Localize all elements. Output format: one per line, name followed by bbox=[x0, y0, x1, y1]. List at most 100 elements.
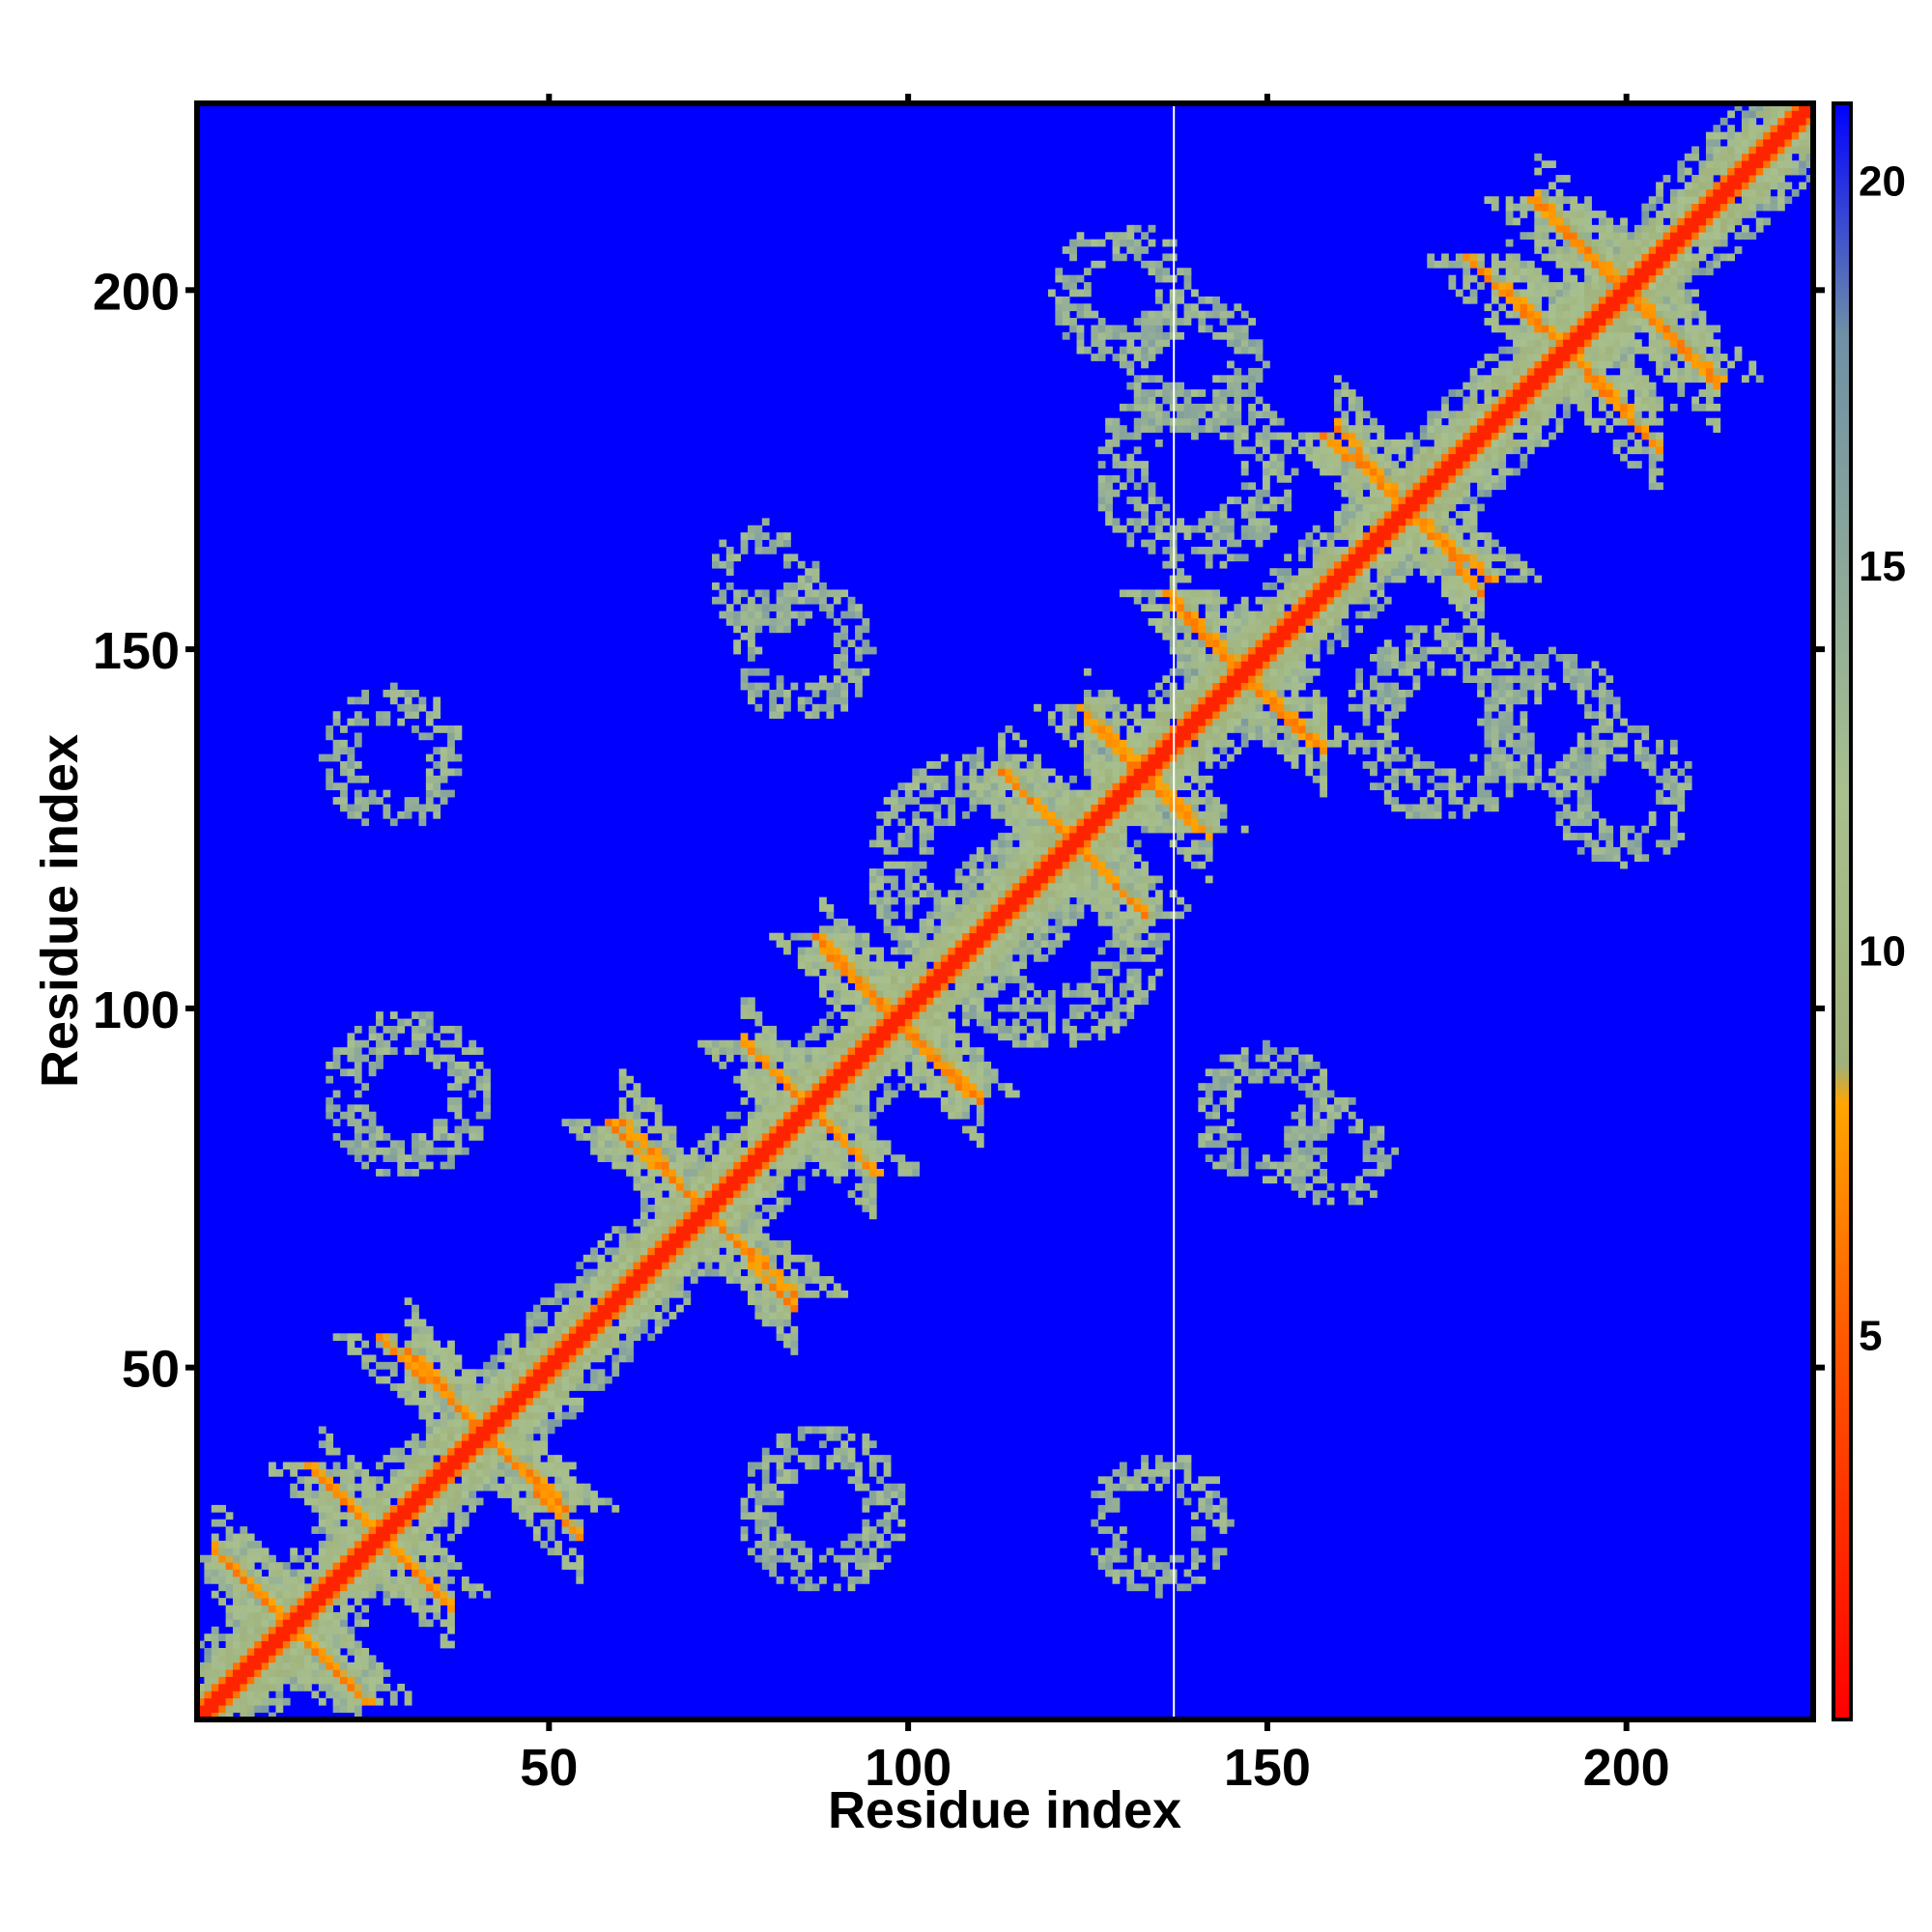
heatmap-cell bbox=[883, 1140, 892, 1149]
heatmap-cell bbox=[725, 1161, 734, 1170]
heatmap-cell bbox=[483, 1083, 491, 1091]
heatmap-cell bbox=[447, 1419, 455, 1427]
heatmap-cell bbox=[639, 1297, 648, 1306]
heatmap-cell bbox=[826, 1426, 835, 1435]
heatmap-cell bbox=[340, 1497, 348, 1506]
heatmap-cell bbox=[1062, 718, 1070, 726]
heatmap-cell bbox=[776, 1476, 784, 1485]
heatmap-cell bbox=[776, 539, 784, 548]
heatmap-cell bbox=[912, 1054, 921, 1063]
heatmap-cell bbox=[833, 1047, 841, 1055]
heatmap-cell bbox=[433, 1497, 441, 1506]
heatmap-cell bbox=[811, 1111, 820, 1120]
heatmap-cell bbox=[962, 775, 970, 783]
heatmap-cell bbox=[790, 1119, 799, 1126]
heatmap-cell bbox=[532, 1312, 541, 1320]
heatmap-cell bbox=[611, 1125, 620, 1134]
heatmap-cell bbox=[675, 1211, 684, 1220]
heatmap-cell bbox=[290, 1576, 298, 1584]
heatmap-cell bbox=[1076, 804, 1085, 812]
heatmap-cell bbox=[454, 1096, 463, 1105]
heatmap-cell bbox=[912, 1047, 921, 1055]
heatmap-cell bbox=[368, 1512, 377, 1520]
heatmap-cell bbox=[304, 1598, 312, 1605]
heatmap-cell bbox=[711, 1211, 720, 1220]
heatmap-cell bbox=[340, 1540, 348, 1548]
heatmap-cell bbox=[954, 997, 963, 1006]
heatmap-cell bbox=[769, 1519, 778, 1527]
heatmap-cell bbox=[748, 1147, 755, 1155]
heatmap-cell bbox=[347, 810, 355, 819]
heatmap-cell bbox=[425, 1147, 434, 1155]
heatmap-cell bbox=[1112, 246, 1121, 254]
heatmap-cell bbox=[240, 1619, 248, 1628]
heatmap-cell bbox=[811, 1090, 820, 1098]
heatmap-cell bbox=[826, 1433, 835, 1441]
heatmap-cell bbox=[883, 1047, 892, 1055]
heatmap-cell bbox=[368, 1548, 377, 1556]
heatmap-cell bbox=[554, 1491, 562, 1498]
heatmap-cell bbox=[1083, 1004, 1092, 1012]
heatmap-cell bbox=[225, 1690, 234, 1699]
heatmap-cell bbox=[1141, 997, 1149, 1006]
heatmap-cell bbox=[326, 1576, 334, 1584]
heatmap-cell bbox=[290, 1468, 298, 1477]
heatmap-cell bbox=[826, 1054, 835, 1063]
heatmap-cell bbox=[1062, 274, 1070, 283]
heatmap-cell bbox=[748, 1218, 755, 1227]
heatmap-cell bbox=[675, 1190, 684, 1198]
heatmap-cell bbox=[389, 1540, 398, 1548]
heatmap-cell bbox=[1091, 725, 1099, 733]
heatmap-cell bbox=[840, 1169, 849, 1177]
heatmap-cell bbox=[904, 839, 913, 848]
heatmap-cell bbox=[797, 1090, 806, 1098]
heatmap-cell bbox=[668, 1276, 677, 1284]
heatmap-cell bbox=[719, 539, 727, 548]
heatmap-cell bbox=[326, 1075, 334, 1084]
heatmap-cell bbox=[754, 1132, 763, 1141]
heatmap-cell bbox=[769, 1312, 778, 1320]
heatmap-cell bbox=[618, 1340, 627, 1349]
heatmap-cell bbox=[904, 904, 913, 912]
heatmap-cell bbox=[626, 1276, 634, 1284]
heatmap-cell bbox=[897, 833, 906, 840]
heatmap-cell bbox=[1126, 904, 1135, 912]
heatmap-cell bbox=[1148, 482, 1156, 491]
heatmap-cell bbox=[954, 868, 963, 876]
heatmap-cell bbox=[1141, 325, 1149, 333]
heatmap-cell bbox=[554, 1390, 562, 1399]
heatmap-cell bbox=[740, 1096, 749, 1105]
heatmap-cell bbox=[1076, 1004, 1085, 1012]
heatmap-cell bbox=[790, 1476, 799, 1485]
heatmap-cell bbox=[962, 1125, 970, 1134]
heatmap-cell bbox=[826, 690, 835, 697]
heatmap-cell bbox=[1112, 518, 1121, 526]
heatmap-cell bbox=[733, 639, 741, 647]
heatmap-cell bbox=[776, 1054, 784, 1063]
heatmap-cell bbox=[647, 1240, 656, 1248]
heatmap-cell bbox=[497, 1348, 505, 1355]
heatmap-cell bbox=[1148, 525, 1156, 533]
heatmap-cell bbox=[654, 1125, 663, 1134]
heatmap-cell bbox=[783, 1140, 791, 1149]
heatmap-cell bbox=[1019, 1004, 1028, 1012]
heatmap-cell bbox=[397, 1154, 406, 1162]
heatmap-cell bbox=[954, 940, 963, 948]
heatmap-cell bbox=[847, 1447, 856, 1456]
heatmap-cell bbox=[389, 1533, 398, 1542]
heatmap-cell bbox=[847, 1054, 856, 1063]
heatmap-cell bbox=[855, 1468, 863, 1477]
heatmap-cell bbox=[704, 1218, 713, 1227]
heatmap-cell bbox=[240, 1697, 248, 1706]
heatmap-cell bbox=[519, 1405, 526, 1413]
heatmap-cell bbox=[626, 1233, 634, 1241]
heatmap-cell bbox=[883, 1512, 892, 1520]
heatmap-cell bbox=[976, 1018, 984, 1027]
heatmap-cell bbox=[1133, 782, 1142, 791]
heatmap-cell bbox=[347, 1583, 355, 1592]
heatmap-cell bbox=[1148, 940, 1156, 948]
heatmap-cell bbox=[933, 810, 942, 819]
heatmap-cell bbox=[354, 797, 362, 805]
heatmap-cell bbox=[604, 1140, 612, 1149]
heatmap-cell bbox=[326, 1468, 334, 1477]
